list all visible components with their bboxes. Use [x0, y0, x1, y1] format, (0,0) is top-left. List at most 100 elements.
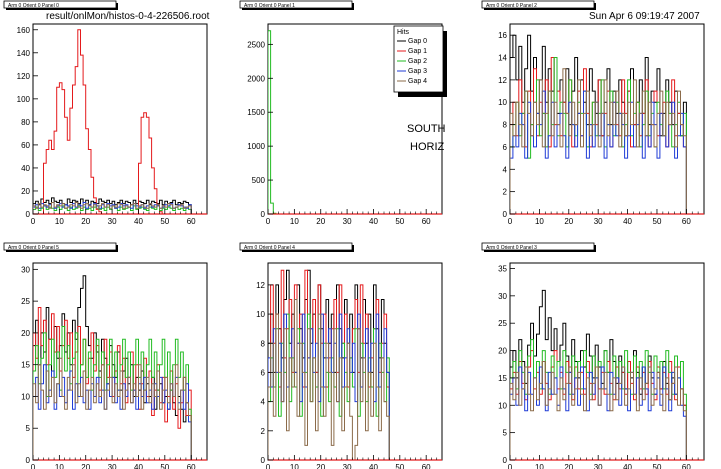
- legend-entry: Gap 1: [408, 48, 427, 55]
- y-tick-label: 12: [498, 76, 507, 85]
- legend-title: Hits: [397, 29, 410, 36]
- panel-1: Arm 0 Orient 0 Panel 1 0 10 20 30 40 50 60 0 500 1…: [239, 0, 447, 226]
- y-tick-label: 0: [503, 456, 508, 465]
- x-tick-label: 30: [594, 217, 603, 226]
- x-tick-label: 60: [682, 217, 691, 226]
- y-tick-label: 0: [261, 456, 266, 465]
- datetime-label: Sun Apr 6 09:19:47 2007: [589, 11, 700, 22]
- x-tick-label: 30: [343, 217, 352, 226]
- y-tick-label: 0: [503, 210, 508, 219]
- x-tick-label: 10: [290, 217, 299, 226]
- y-tick-label: 15: [498, 374, 507, 383]
- y-tick-label: 35: [498, 264, 507, 273]
- panel-3: Arm 0 Orient 0 Panel 5 0 10 20 30 40 50 60 0 5 10 1…: [3, 242, 208, 469]
- title-box: [3, 0, 117, 9]
- y-tick-label: 15: [21, 361, 30, 370]
- legend-entry: Gap 3: [408, 68, 427, 75]
- series-gap-4: [33, 357, 192, 460]
- y-tick-label: 120: [17, 72, 31, 81]
- series-gap-2: [268, 313, 390, 460]
- title-box: [239, 0, 353, 9]
- y-tick-label: 4: [503, 165, 508, 174]
- y-tick-label: 8: [261, 339, 266, 348]
- x-tick-label: 60: [682, 463, 691, 469]
- y-tick-label: 12: [256, 281, 265, 290]
- y-tick-label: 14: [498, 54, 507, 63]
- y-tick-label: 10: [256, 310, 265, 319]
- x-tick-label: 60: [187, 463, 196, 469]
- x-tick-label: 60: [187, 217, 196, 226]
- y-tick-label: 16: [498, 31, 507, 40]
- series-gap-4: [510, 68, 687, 214]
- panel-title: Arm 0 Orient 0 Panel 0: [8, 3, 59, 9]
- y-tick-label: 2: [503, 188, 508, 197]
- y-tick-label: 20: [21, 187, 30, 196]
- series-gap-0: [33, 197, 192, 214]
- x-tick-label: 10: [290, 463, 299, 469]
- x-tick-label: 0: [266, 217, 271, 226]
- y-tick-label: 6: [261, 368, 266, 377]
- y-tick-label: 25: [21, 297, 30, 306]
- x-tick-label: 20: [316, 463, 325, 469]
- series-gap-4: [268, 299, 390, 460]
- y-tick-label: 0: [26, 210, 31, 219]
- x-tick-label: 10: [535, 463, 544, 469]
- x-tick-label: 30: [343, 463, 352, 469]
- x-tick-label: 50: [653, 217, 662, 226]
- y-tick-label: 0: [261, 210, 266, 219]
- panel-5: Arm 0 Orient 0 Panel 3 0 10 20 30 40 50 60 0 5 10 1…: [481, 242, 705, 469]
- y-tick-label: 500: [252, 176, 266, 185]
- legend-entry: Gap 2: [408, 58, 427, 65]
- title-box: [239, 242, 353, 251]
- y-tick-label: 10: [498, 401, 507, 410]
- annotation-south: SOUTH: [407, 123, 446, 135]
- x-tick-label: 10: [55, 463, 64, 469]
- x-tick-label: 20: [564, 463, 573, 469]
- y-tick-label: 160: [17, 26, 31, 35]
- x-tick-label: 60: [422, 217, 431, 226]
- y-tick-label: 100: [17, 95, 31, 104]
- x-tick-label: 0: [31, 463, 36, 469]
- y-tick-label: 20: [21, 329, 30, 338]
- x-tick-label: 30: [594, 463, 603, 469]
- x-tick-label: 50: [395, 217, 404, 226]
- title-box: [481, 0, 595, 9]
- y-tick-label: 60: [21, 141, 30, 150]
- x-tick-label: 40: [134, 463, 143, 469]
- title-box: [3, 242, 117, 251]
- x-tick-label: 50: [160, 463, 169, 469]
- y-tick-label: 80: [21, 118, 30, 127]
- panel-0: Arm 0 Orient 0 Panel 0 0 10 20 30 40 50 60 0 20 40…: [3, 0, 208, 226]
- x-tick-label: 30: [108, 217, 117, 226]
- legend-entry: Gap 4: [408, 78, 427, 85]
- legend-entry: Gap 0: [408, 38, 427, 45]
- y-tick-label: 1000: [247, 142, 265, 151]
- y-tick-label: 30: [21, 265, 30, 274]
- y-tick-label: 5: [26, 424, 31, 433]
- y-tick-label: 10: [21, 392, 30, 401]
- plot-frame: [32, 23, 208, 215]
- y-tick-label: 5: [503, 429, 508, 438]
- x-tick-label: 60: [422, 463, 431, 469]
- series-gap-0: [268, 269, 390, 460]
- x-tick-label: 20: [564, 217, 573, 226]
- y-tick-label: 2: [261, 427, 266, 436]
- x-tick-label: 0: [508, 217, 513, 226]
- y-tick-label: 2000: [247, 74, 265, 83]
- panel-title: Arm 0 Orient 0 Panel 4: [244, 245, 295, 251]
- x-tick-label: 0: [31, 217, 36, 226]
- x-tick-label: 10: [55, 217, 64, 226]
- x-tick-label: 50: [395, 463, 404, 469]
- y-tick-label: 0: [26, 456, 31, 465]
- y-tick-label: 20: [498, 347, 507, 356]
- x-tick-label: 20: [81, 463, 90, 469]
- x-tick-label: 50: [160, 217, 169, 226]
- panel-title: Arm 0 Orient 0 Panel 3: [486, 245, 537, 251]
- y-tick-label: 2500: [247, 40, 265, 49]
- y-tick-label: 140: [17, 49, 31, 58]
- x-tick-label: 0: [508, 463, 513, 469]
- x-tick-label: 40: [623, 463, 632, 469]
- x-tick-label: 20: [81, 217, 90, 226]
- panel-2: Arm 0 Orient 0 Panel 2 0 10 20 30 40 50 60 0 2 4 6 8…: [481, 0, 705, 226]
